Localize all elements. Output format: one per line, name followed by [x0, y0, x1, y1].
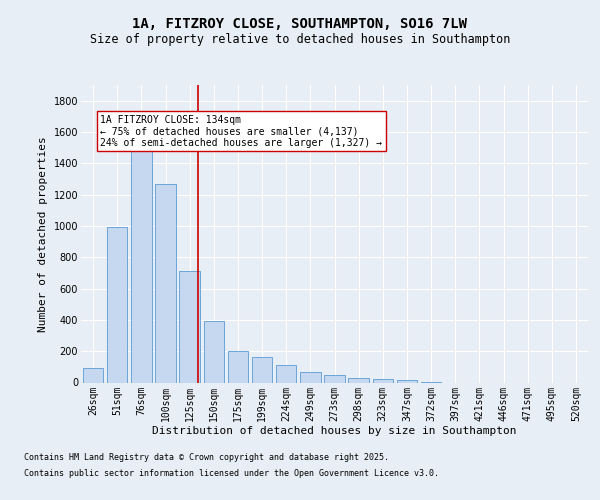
Text: 1A FITZROY CLOSE: 134sqm
← 75% of detached houses are smaller (4,137)
24% of sem: 1A FITZROY CLOSE: 134sqm ← 75% of detach… [100, 115, 382, 148]
Bar [203, 322, 224, 382]
Bar [397, 380, 417, 382]
X-axis label: Distribution of detached houses by size in Southampton: Distribution of detached houses by size … [152, 426, 517, 436]
Bar [83, 368, 103, 382]
Bar [252, 358, 272, 382]
Bar [131, 129, 152, 382]
Bar [324, 374, 345, 382]
Text: Contains HM Land Registry data © Crown copyright and database right 2025.: Contains HM Land Registry data © Crown c… [24, 454, 389, 462]
Y-axis label: Number of detached properties: Number of detached properties [38, 136, 48, 332]
Bar [300, 372, 320, 382]
Bar [373, 380, 393, 382]
Bar [276, 366, 296, 382]
Bar [107, 228, 127, 382]
Text: Contains public sector information licensed under the Open Government Licence v3: Contains public sector information licen… [24, 468, 439, 477]
Text: 1A, FITZROY CLOSE, SOUTHAMPTON, SO16 7LW: 1A, FITZROY CLOSE, SOUTHAMPTON, SO16 7LW [133, 18, 467, 32]
Bar [155, 184, 176, 382]
Bar [349, 378, 369, 382]
Bar [179, 272, 200, 382]
Bar [227, 351, 248, 382]
Text: Size of property relative to detached houses in Southampton: Size of property relative to detached ho… [90, 32, 510, 46]
